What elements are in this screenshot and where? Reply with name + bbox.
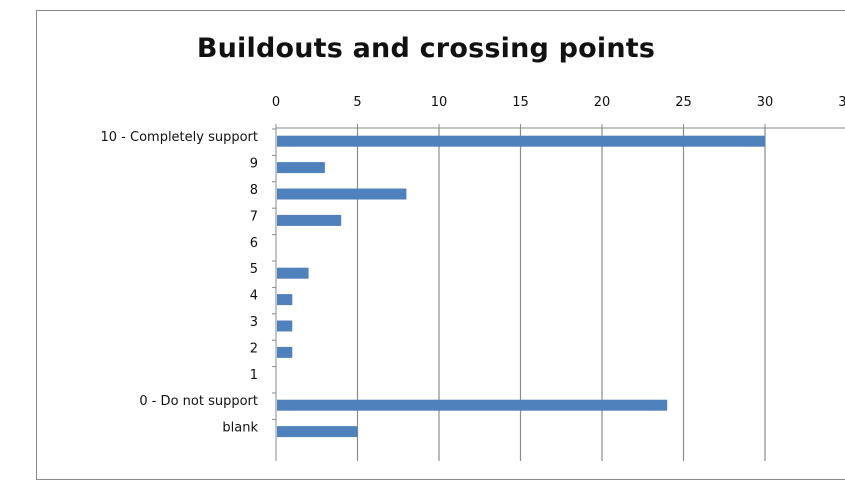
x-tick-label: 10 [431,95,448,110]
bar [277,346,293,358]
bar [277,320,293,332]
category-label: 0 - Do not support [139,394,258,409]
category-label: 5 [250,262,258,277]
bar [277,426,358,438]
gridlines [275,127,845,461]
bar [277,135,765,147]
bar [277,399,668,411]
category-label: 3 [250,315,258,330]
x-tick-label: 35 [838,95,845,110]
chart-title: Buildouts and crossing points [196,33,656,64]
bar [277,162,325,174]
x-tick-label: 30 [757,95,774,110]
bar [277,267,309,279]
bar [277,214,342,226]
category-label: 7 [250,209,258,224]
x-axis-ticks: 0 5 10 15 20 25 30 35 [272,95,845,128]
category-label: 6 [250,236,258,251]
x-tick-label: 5 [353,95,361,110]
x-tick-label: 25 [675,95,692,110]
x-tick-label: 0 [272,95,280,110]
category-label: 4 [250,289,258,304]
category-label: 9 [250,157,258,172]
bar [277,294,293,306]
x-tick-label: 15 [512,95,529,110]
bar [277,188,407,200]
category-label: 1 [250,368,258,383]
category-label: 10 - Completely support [101,130,259,145]
bar-chart: 05101520253035 10 - Completely support98… [101,95,845,461]
category-label: 2 [250,341,258,356]
x-tick-label: 20 [594,95,611,110]
category-labels: 10 - Completely support 9 8 7 6 5 4 3 2 1 0 - Do n… [101,128,276,436]
category-label: 8 [250,183,258,198]
category-label: blank [222,421,258,436]
bars [277,135,765,438]
